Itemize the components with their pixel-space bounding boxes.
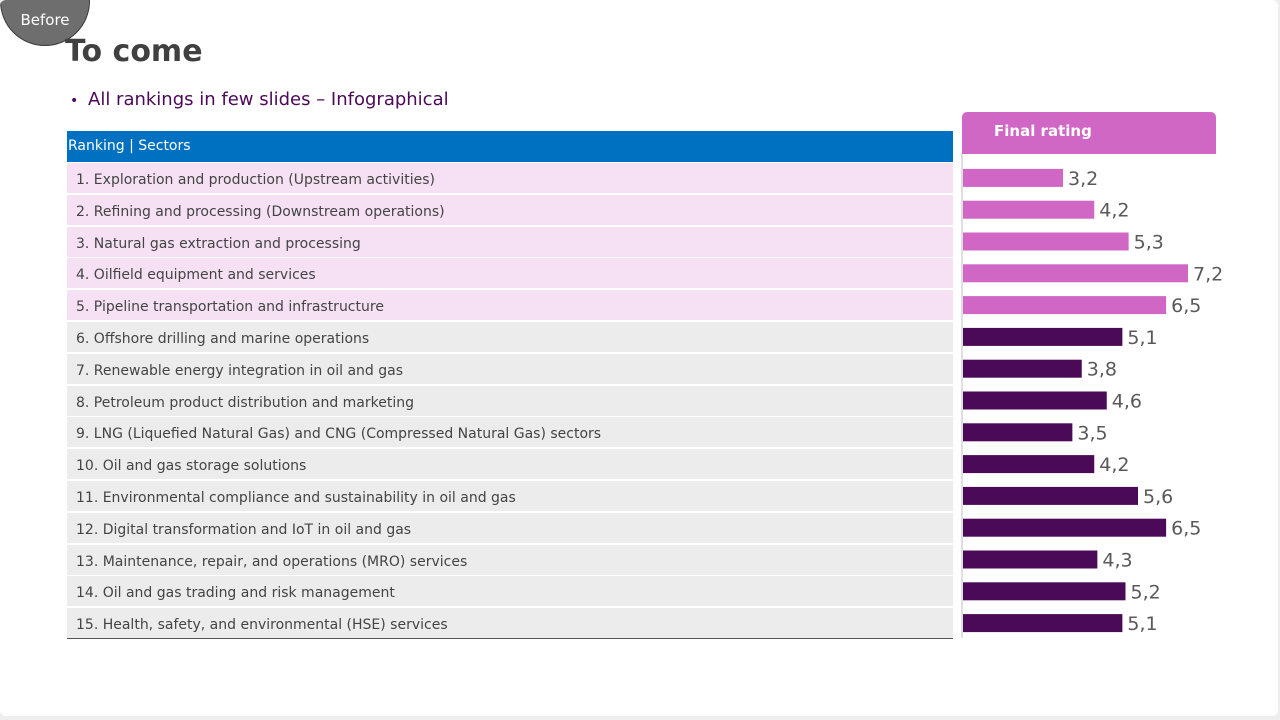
- before-badge-label: Before: [20, 11, 70, 29]
- bar-13: [963, 550, 1098, 569]
- chart-title: Final rating: [962, 112, 1216, 154]
- table-row: 14. Oil and gas trading and risk managem…: [67, 576, 953, 608]
- bar-9: [963, 423, 1073, 442]
- bar-label-1: 3,2: [1068, 168, 1098, 190]
- bar-1: [963, 168, 1063, 187]
- bar-label-10: 4,2: [1099, 454, 1129, 476]
- table-row: 10. Oil and gas storage solutions: [67, 449, 953, 481]
- page-title: To come: [65, 34, 203, 69]
- bar-3: [963, 232, 1129, 251]
- table-row: 5. Pipeline transportation and infrastru…: [67, 290, 953, 322]
- table-bottom-border: [67, 638, 953, 639]
- bar-14: [963, 582, 1126, 601]
- bullet-text: All rankings in few slides – Infographic…: [88, 89, 449, 110]
- bar-label-11: 5,6: [1143, 486, 1173, 508]
- bar-label-5: 6,5: [1171, 295, 1201, 317]
- table-row: 2. Refining and processing (Downstream o…: [67, 194, 953, 226]
- bar-label-13: 4,3: [1102, 550, 1132, 572]
- bar-label-15: 5,1: [1127, 613, 1157, 635]
- bar-6: [963, 327, 1123, 346]
- bar-8: [963, 391, 1107, 410]
- table-row: 6. Offshore drilling and marine operatio…: [67, 322, 953, 353]
- table-header: Ranking | Sectors: [67, 131, 953, 162]
- bar-label-12: 6,5: [1171, 518, 1201, 540]
- bar-15: [963, 614, 1123, 633]
- bar-12: [963, 518, 1167, 537]
- table-row: 9. LNG (Liquefied Natural Gas) and CNG (…: [67, 417, 953, 449]
- bar-4: [963, 264, 1188, 283]
- table-row: 3. Natural gas extraction and processing: [67, 226, 953, 258]
- table-row: 11. Environmental compliance and sustain…: [67, 481, 953, 512]
- bar-label-4: 7,2: [1193, 263, 1223, 285]
- bar-label-2: 4,2: [1099, 200, 1129, 222]
- table-row: 8. Petroleum product distribution and ma…: [67, 385, 953, 417]
- table-row: 13. Maintenance, repair, and operations …: [67, 544, 953, 576]
- bar-label-8: 4,6: [1112, 391, 1142, 413]
- bar-5: [963, 296, 1167, 315]
- table-row: 7. Renewable energy integration in oil a…: [67, 353, 953, 385]
- bar-label-6: 5,1: [1127, 327, 1157, 349]
- bar-7: [963, 359, 1082, 378]
- bar-11: [963, 486, 1138, 505]
- bar-label-14: 5,2: [1131, 581, 1161, 603]
- table-row: 1. Exploration and production (Upstream …: [67, 163, 953, 194]
- table-row: 15. Health, safety, and environmental (H…: [67, 608, 953, 640]
- bar-label-3: 5,3: [1134, 232, 1164, 254]
- bar-label-9: 3,5: [1077, 422, 1107, 444]
- bar-2: [963, 200, 1095, 219]
- table-row: 12. Digital transformation and IoT in oi…: [67, 512, 953, 544]
- bar-label-7: 3,8: [1087, 359, 1117, 381]
- bar-10: [963, 455, 1095, 474]
- table-row: 4. Oilfield equipment and services: [67, 258, 953, 290]
- bullet-dot-icon: •: [70, 93, 79, 109]
